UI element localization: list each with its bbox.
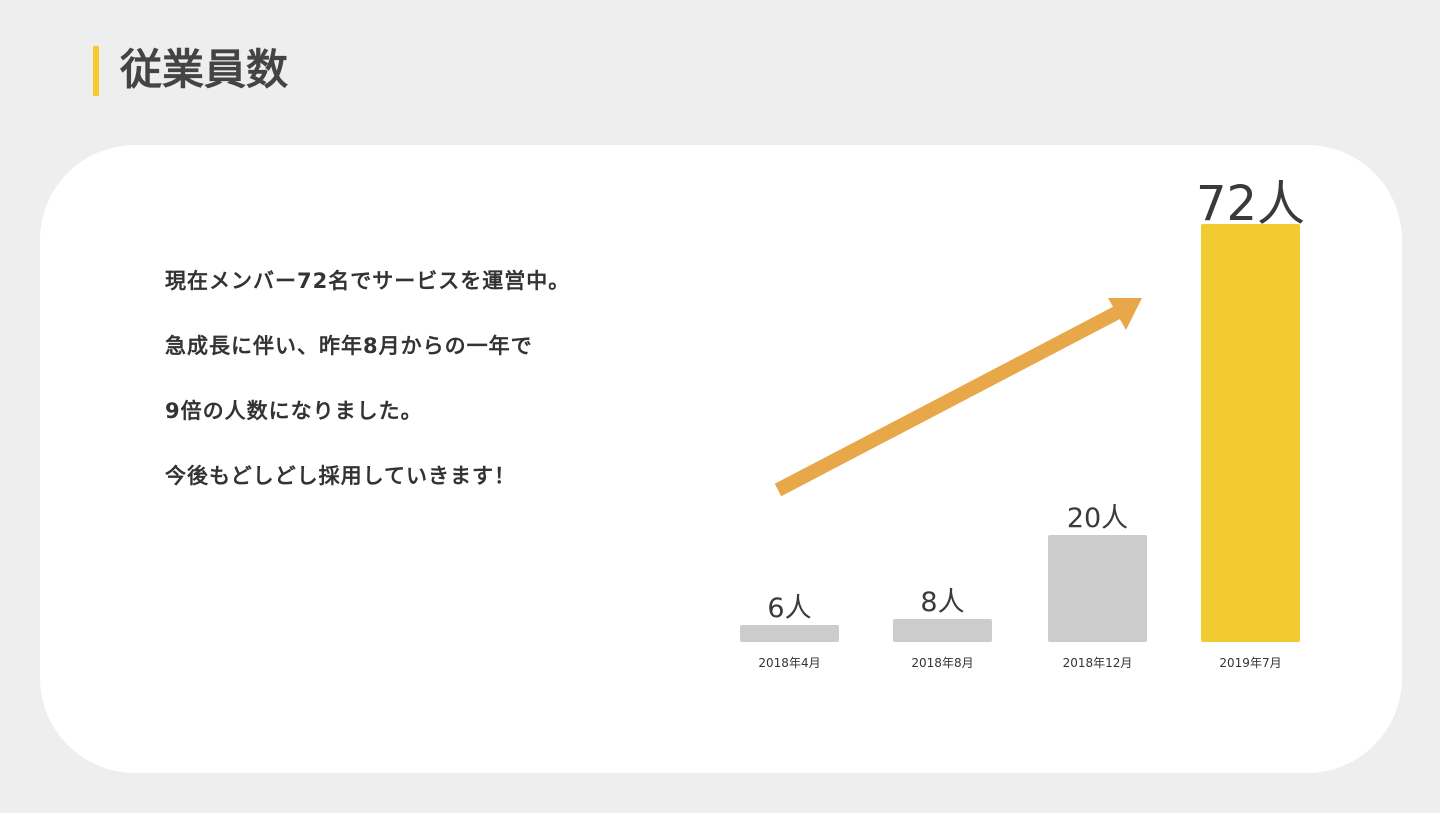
page-title: 従業員数	[120, 45, 289, 94]
data-label: 8人	[920, 587, 964, 618]
description-line: 現在メンバー72名でサービスを運営中。	[165, 269, 571, 293]
description-line: 急成長に伴い、昨年8月からの一年で	[165, 334, 533, 358]
data-label: 6人	[767, 593, 811, 624]
category-label: 2018年12月	[1063, 656, 1133, 670]
category-label: 2018年8月	[911, 656, 973, 670]
title-accent-bar	[93, 46, 99, 96]
description: 現在メンバー72名でサービスを運営中。 急成長に伴い、昨年8月からの一年で 9倍…	[165, 262, 570, 522]
bar	[1048, 535, 1147, 642]
trend-arrow-shaft	[774, 303, 1126, 497]
trend-arrow-head-icon	[1108, 298, 1142, 330]
description-line: 9倍の人数になりました。	[165, 399, 423, 423]
data-label: 72人	[1196, 176, 1305, 232]
bar	[1201, 224, 1300, 642]
content-card	[40, 145, 1402, 773]
category-label: 2018年4月	[758, 656, 820, 670]
bar	[740, 625, 839, 642]
description-line: 今後もどしどし採用していきます！	[165, 464, 516, 488]
data-label: 20人	[1067, 503, 1128, 534]
category-label: 2019年7月	[1219, 656, 1281, 670]
bar	[893, 619, 992, 642]
